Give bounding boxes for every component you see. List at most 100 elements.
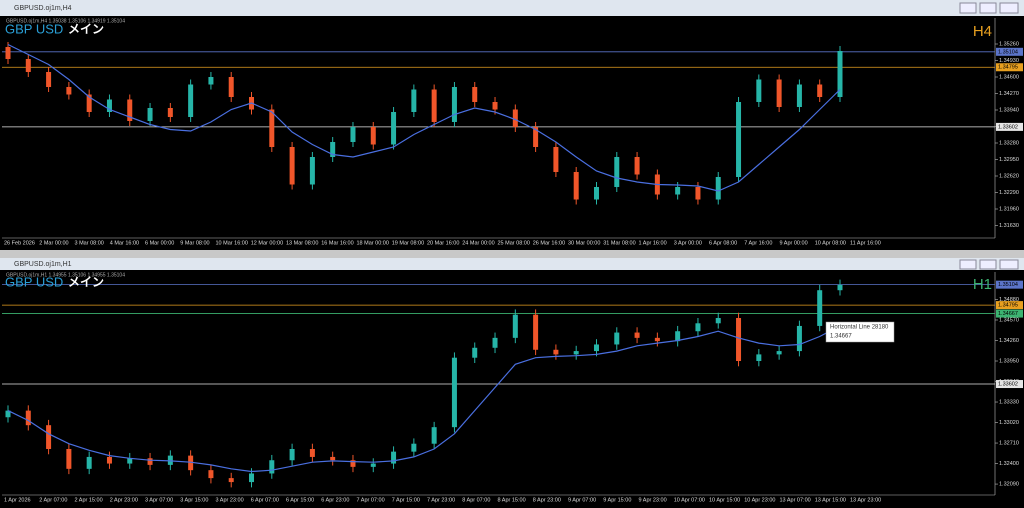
x-tick-label: 8 Apr 15:00	[498, 497, 526, 503]
x-tick-label: 26 Mar 16:00	[533, 240, 565, 246]
price-tag-label: 1.34667	[998, 311, 1018, 317]
info-line: GBPUSD.oj1m,H1 1.34955 1.35106 1.34955 1…	[6, 272, 125, 278]
close-button[interactable]	[999, 259, 1019, 270]
x-tick-label: 8 Apr 07:00	[462, 497, 490, 503]
x-tick-label: 3 Apr 23:00	[216, 497, 244, 503]
y-tick-label: 1.34880	[999, 297, 1019, 303]
candle-body	[573, 172, 579, 200]
minimize-button[interactable]	[959, 259, 977, 270]
moving-average	[7, 325, 841, 473]
tooltip-value: 1.34667	[830, 334, 852, 340]
candle-body	[634, 157, 640, 175]
candle-body	[492, 102, 498, 110]
price-tag-label: 1.35104	[998, 49, 1018, 55]
candle-body	[86, 94, 92, 112]
candle-body	[269, 460, 275, 474]
maximize-button[interactable]	[979, 259, 997, 270]
maximize-button[interactable]	[979, 2, 997, 14]
x-tick-label: 20 Mar 16:00	[427, 240, 459, 246]
candle-body	[147, 108, 153, 121]
moving-average	[7, 43, 841, 192]
x-tick-label: 13 Apr 23:00	[850, 497, 881, 503]
price-tag-label: 1.33602	[998, 381, 1018, 387]
candle-body	[512, 314, 518, 338]
candle-body	[208, 77, 214, 85]
candle-body	[309, 448, 315, 457]
x-tick-label: 6 Apr 08:00	[709, 240, 737, 246]
x-tick-label: 1 Apr 16:00	[639, 240, 667, 246]
y-tick-label: 1.32290	[999, 190, 1019, 196]
candle-body	[330, 142, 336, 157]
price-tag	[996, 280, 1023, 289]
candle-body	[675, 331, 681, 342]
x-tick-label: 25 Mar 08:00	[498, 240, 530, 246]
candle-body	[614, 332, 620, 345]
candle-body	[208, 470, 214, 479]
minimize-button[interactable]	[959, 2, 977, 14]
timeframe-label: H4	[973, 23, 992, 40]
candle-body	[5, 47, 11, 59]
candle-body	[431, 89, 437, 122]
main-label: メイン	[68, 22, 104, 36]
close-button[interactable]	[999, 2, 1019, 14]
candle-body	[817, 290, 823, 326]
y-tick-label: 1.33950	[999, 358, 1019, 364]
x-tick-label: 9 Apr 07:00	[568, 497, 596, 503]
candle-body	[289, 448, 295, 461]
candle-body	[614, 157, 620, 187]
candle-body	[228, 478, 234, 483]
window-controls	[959, 259, 1019, 270]
x-tick-label: 7 Apr 16:00	[744, 240, 772, 246]
x-tick-label: 18 Mar 00:00	[357, 240, 389, 246]
chart-area	[0, 16, 1024, 250]
y-tick-label: 1.34570	[999, 317, 1019, 323]
candle-body	[695, 187, 701, 200]
candle-body	[695, 323, 701, 332]
window-controls	[959, 2, 1019, 14]
x-tick-label: 2 Mar 00:00	[39, 240, 68, 246]
x-tick-label: 13 Apr 07:00	[780, 497, 811, 503]
candle-body	[86, 456, 92, 469]
price-tag-label: 1.34795	[998, 303, 1018, 309]
candle-body	[472, 87, 478, 102]
x-tick-label: 3 Mar 08:00	[75, 240, 104, 246]
y-tick-label: 1.34930	[999, 58, 1019, 64]
x-tick-label: 10 Apr 07:00	[674, 497, 705, 503]
x-tick-label: 7 Apr 07:00	[357, 497, 385, 503]
x-tick-label: 7 Apr 15:00	[392, 497, 420, 503]
candle-body	[837, 51, 843, 97]
x-tick-label: 10 Apr 08:00	[815, 240, 846, 246]
y-tick-label: 1.32620	[999, 173, 1019, 179]
chart-area	[0, 270, 1024, 508]
candle-body	[553, 147, 559, 172]
price-tag-label: 1.34795	[998, 65, 1018, 71]
price-tag-label: 1.35104	[998, 282, 1018, 288]
candle-body	[147, 458, 153, 465]
candle-body	[269, 109, 275, 147]
candle-body	[776, 79, 782, 107]
price-tag	[996, 380, 1023, 389]
symbol-label: GBP USD	[5, 274, 63, 289]
x-tick-label: 7 Apr 23:00	[427, 497, 455, 503]
candle-body	[533, 314, 539, 350]
candle-body	[5, 410, 11, 418]
candle-body	[66, 448, 72, 469]
candle-body	[654, 337, 660, 342]
y-tick-label: 1.34600	[999, 74, 1019, 80]
x-tick-label: 6 Mar 00:00	[145, 240, 174, 246]
candle-body	[391, 451, 397, 464]
price-tag	[996, 301, 1023, 310]
symbol-label: GBP USD	[5, 21, 63, 36]
x-tick-label: 3 Apr 07:00	[145, 497, 173, 503]
tooltip-box	[825, 321, 895, 343]
candle-body	[188, 84, 194, 117]
x-tick-label: 2 Apr 23:00	[110, 497, 138, 503]
x-tick-label: 2 Apr 07:00	[39, 497, 67, 503]
x-tick-label: 6 Apr 07:00	[251, 497, 279, 503]
x-tick-label: 3 Apr 15:00	[180, 497, 208, 503]
candle-body	[167, 455, 173, 465]
candle-body	[512, 109, 518, 127]
candle-body	[106, 99, 112, 112]
candle-body	[492, 337, 498, 348]
